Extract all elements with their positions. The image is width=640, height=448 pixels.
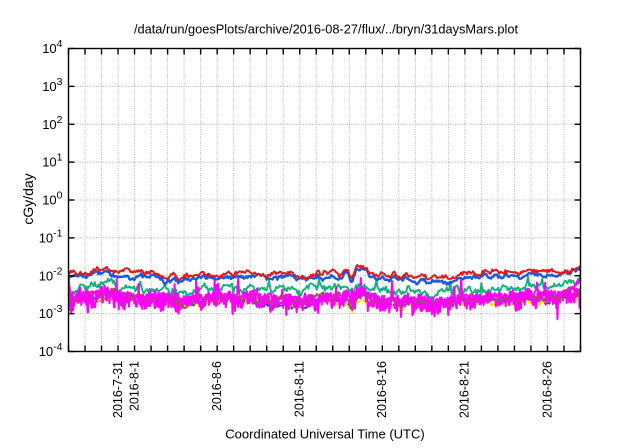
svg-text:2016-8-16: 2016-8-16 bbox=[375, 361, 389, 418]
svg-text:cGy/day: cGy/day bbox=[20, 173, 36, 224]
svg-text:2016-8-26: 2016-8-26 bbox=[540, 361, 554, 418]
svg-text:/data/run/goesPlots/archive/20: /data/run/goesPlots/archive/2016-08-27/f… bbox=[134, 22, 519, 37]
svg-text:Coordinated Universal Time (UT: Coordinated Universal Time (UTC) bbox=[225, 427, 424, 442]
svg-text:2016-8-6: 2016-8-6 bbox=[210, 361, 224, 411]
svg-text:2016-8-21: 2016-8-21 bbox=[458, 361, 472, 418]
svg-text:2016-8-11: 2016-8-11 bbox=[293, 361, 307, 417]
svg-text:2016-7-31: 2016-7-31 bbox=[111, 361, 125, 418]
svg-text:2016-8-1: 2016-8-1 bbox=[127, 361, 141, 411]
